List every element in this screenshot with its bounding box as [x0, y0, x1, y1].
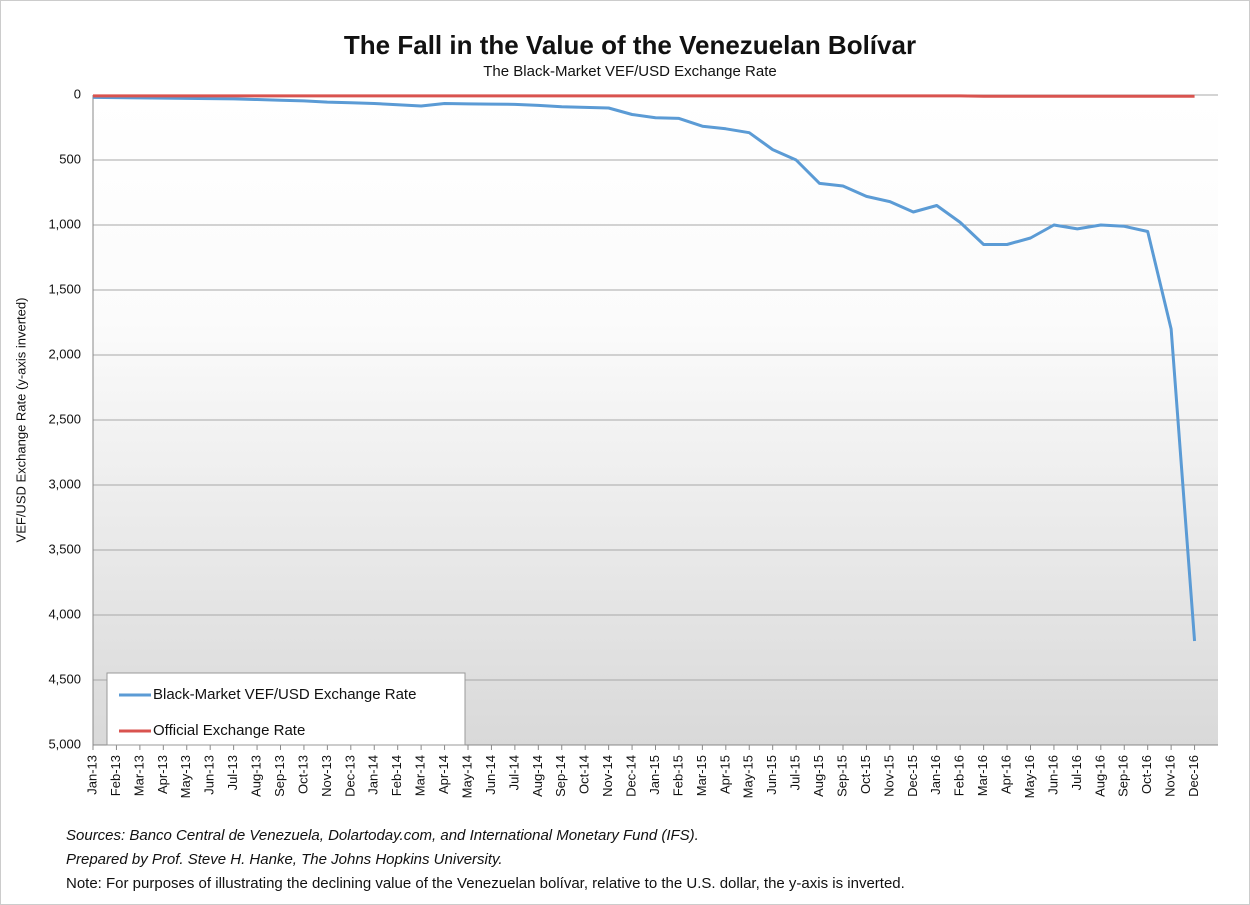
x-tick-label: Aug-15 [811, 755, 826, 797]
y-tick-label: 4,500 [48, 671, 81, 686]
x-tick-label: Apr-14 [436, 755, 451, 794]
x-tick-label: Sep-15 [834, 755, 849, 797]
y-tick-label: 5,000 [48, 736, 81, 751]
x-tick-label: Dec-15 [905, 755, 920, 797]
x-tick-label: May-14 [459, 755, 474, 798]
series-line [92, 95, 1197, 642]
x-tick-label: Nov-16 [1163, 755, 1178, 797]
y-tick-label: 2,000 [48, 346, 81, 361]
y-tick-label: 1,000 [48, 216, 81, 231]
x-tick-label: Mar-16 [975, 755, 990, 796]
x-tick-label: Sep-13 [272, 755, 287, 797]
x-tick-label: Aug-16 [1092, 755, 1107, 797]
x-tick-label: Jul-16 [1069, 755, 1084, 790]
x-tick-label: Jul-15 [788, 755, 803, 790]
x-tick-label: Oct-13 [295, 755, 310, 794]
x-tick-label: May-13 [178, 755, 193, 798]
legend-box [106, 672, 466, 746]
y-tick-label: 2,500 [48, 411, 81, 426]
y-tick-label: 1,500 [48, 281, 81, 296]
x-tick-label: Jun-16 [1045, 755, 1060, 795]
x-tick-label: Sep-16 [1116, 755, 1131, 797]
y-tick-label: 3,500 [48, 541, 81, 556]
x-tick-label: Feb-13 [108, 755, 123, 796]
x-tick-label: Feb-16 [952, 755, 967, 796]
chart-title: The Fall in the Value of the Venezuelan … [344, 30, 916, 60]
x-tick-label: Aug-14 [530, 755, 545, 797]
x-tick-label: Nov-13 [319, 755, 334, 797]
x-tick-label: Jul-14 [506, 755, 521, 790]
x-tick-label: Jun-14 [483, 755, 498, 795]
x-tick-label: Jan-13 [84, 755, 99, 795]
x-tick-label: May-15 [741, 755, 756, 798]
legend-label: Official Exchange Rate [153, 722, 305, 739]
x-tick-label: Feb-15 [670, 755, 685, 796]
footnote: Prepared by Prof. Steve H. Hanke, The Jo… [66, 851, 503, 868]
x-tick-label: Dec-13 [342, 755, 357, 797]
x-tick-label: Jan-15 [647, 755, 662, 795]
y-tick-label: 500 [59, 151, 81, 166]
x-tick-label: Oct-15 [858, 755, 873, 794]
x-tick-label: Jun-15 [764, 755, 779, 795]
x-tick-label: Aug-13 [249, 755, 264, 797]
x-tick-label: Mar-13 [131, 755, 146, 796]
x-tick-label: Apr-13 [155, 755, 170, 794]
y-tick-label: 4,000 [48, 606, 81, 621]
x-tick-label: Jul-13 [225, 755, 240, 790]
y-axis-label: VEF/USD Exchange Rate (y-axis inverted) [13, 298, 28, 543]
legend-label: Black-Market VEF/USD Exchange Rate [153, 686, 416, 703]
x-tick-label: Nov-15 [881, 755, 896, 797]
footnote: Sources: Banco Central de Venezuela, Dol… [66, 827, 699, 844]
x-tick-label: Oct-16 [1139, 755, 1154, 794]
x-tick-label: Feb-14 [389, 755, 404, 796]
x-tick-label: Jun-13 [202, 755, 217, 795]
chart-subtitle: The Black-Market VEF/USD Exchange Rate [483, 63, 776, 80]
x-tick-label: Apr-16 [999, 755, 1014, 794]
x-tick-label: Oct-14 [577, 755, 592, 794]
x-tick-label: May-16 [1022, 755, 1037, 798]
x-tick-label: Jan-14 [366, 755, 381, 795]
x-tick-label: Mar-15 [694, 755, 709, 796]
y-tick-label: 0 [74, 86, 81, 101]
x-tick-label: Dec-14 [624, 755, 639, 797]
x-tick-label: Jan-16 [928, 755, 943, 795]
x-tick-label: Nov-14 [600, 755, 615, 797]
footnote: Note: For purposes of illustrating the d… [66, 875, 905, 892]
x-tick-label: Mar-14 [413, 755, 428, 796]
x-tick-label: Sep-14 [553, 755, 568, 797]
y-tick-label: 3,000 [48, 476, 81, 491]
x-tick-label: Dec-16 [1186, 755, 1201, 797]
x-tick-label: Apr-15 [717, 755, 732, 794]
